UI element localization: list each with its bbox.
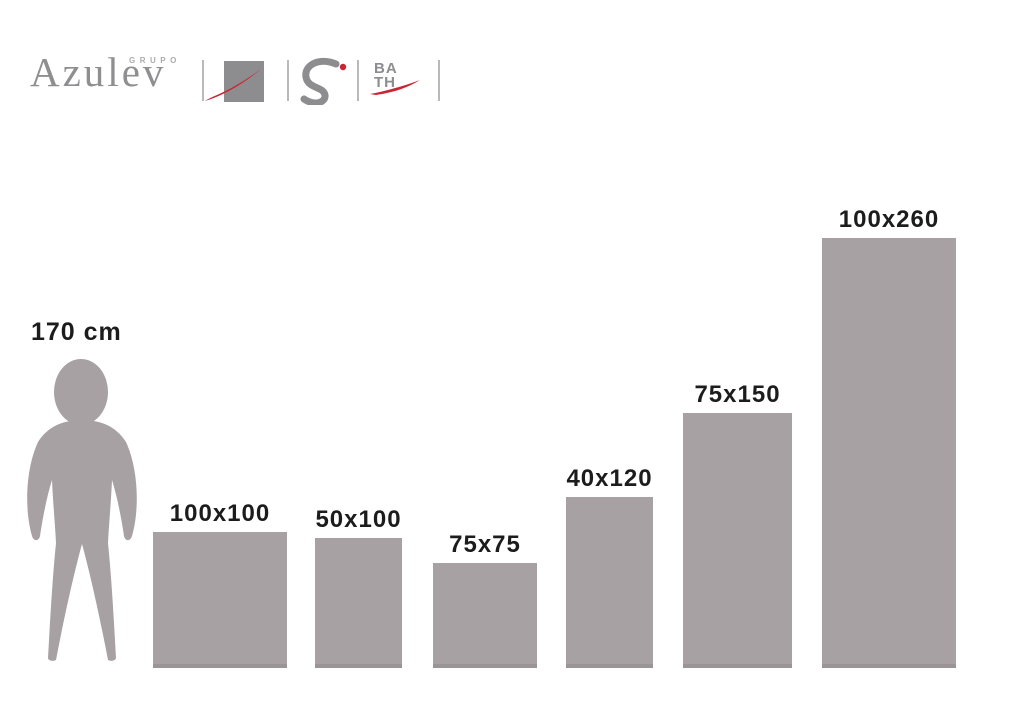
logo-divider — [438, 60, 440, 101]
tile-size-label: 50x100 — [315, 506, 402, 533]
tile-bar-100x260 — [822, 238, 956, 668]
tile-size-label: 75x150 — [694, 381, 781, 408]
tile-size-label: 40x120 — [566, 465, 653, 492]
s-swirl-logo-icon — [300, 57, 347, 105]
tile-bar-75x150 — [683, 413, 792, 668]
tile-size-label: 100x100 — [169, 500, 271, 527]
tile-size-label: 75x75 — [449, 531, 521, 558]
person-height-label: 170 cm — [31, 318, 122, 346]
brand-header: Azulev GRUPO BA TH — [0, 0, 1024, 130]
tile-bar-40x120 — [566, 497, 653, 668]
tile-bar-75x75 — [433, 563, 537, 668]
tile-bar-50x100 — [315, 538, 402, 668]
logo-divider — [357, 60, 359, 101]
tile-size-label: 100x260 — [838, 206, 940, 233]
tile-bar-100x100 — [153, 532, 287, 668]
bath-logo: BA TH — [374, 60, 398, 91]
brand-grupo-label: GRUPO — [129, 56, 181, 65]
logo-divider — [202, 60, 204, 101]
red-swoosh-icon — [205, 69, 261, 101]
brand-azulev-wordmark: Azulev — [30, 49, 167, 95]
bath-logo-line2: TH — [374, 73, 396, 91]
red-dot-icon — [339, 63, 347, 71]
bath-red-swoosh-icon — [370, 80, 420, 95]
person-icon — [27, 359, 137, 661]
bath-logo-line1: BA — [374, 60, 398, 77]
logo-divider — [287, 60, 289, 101]
